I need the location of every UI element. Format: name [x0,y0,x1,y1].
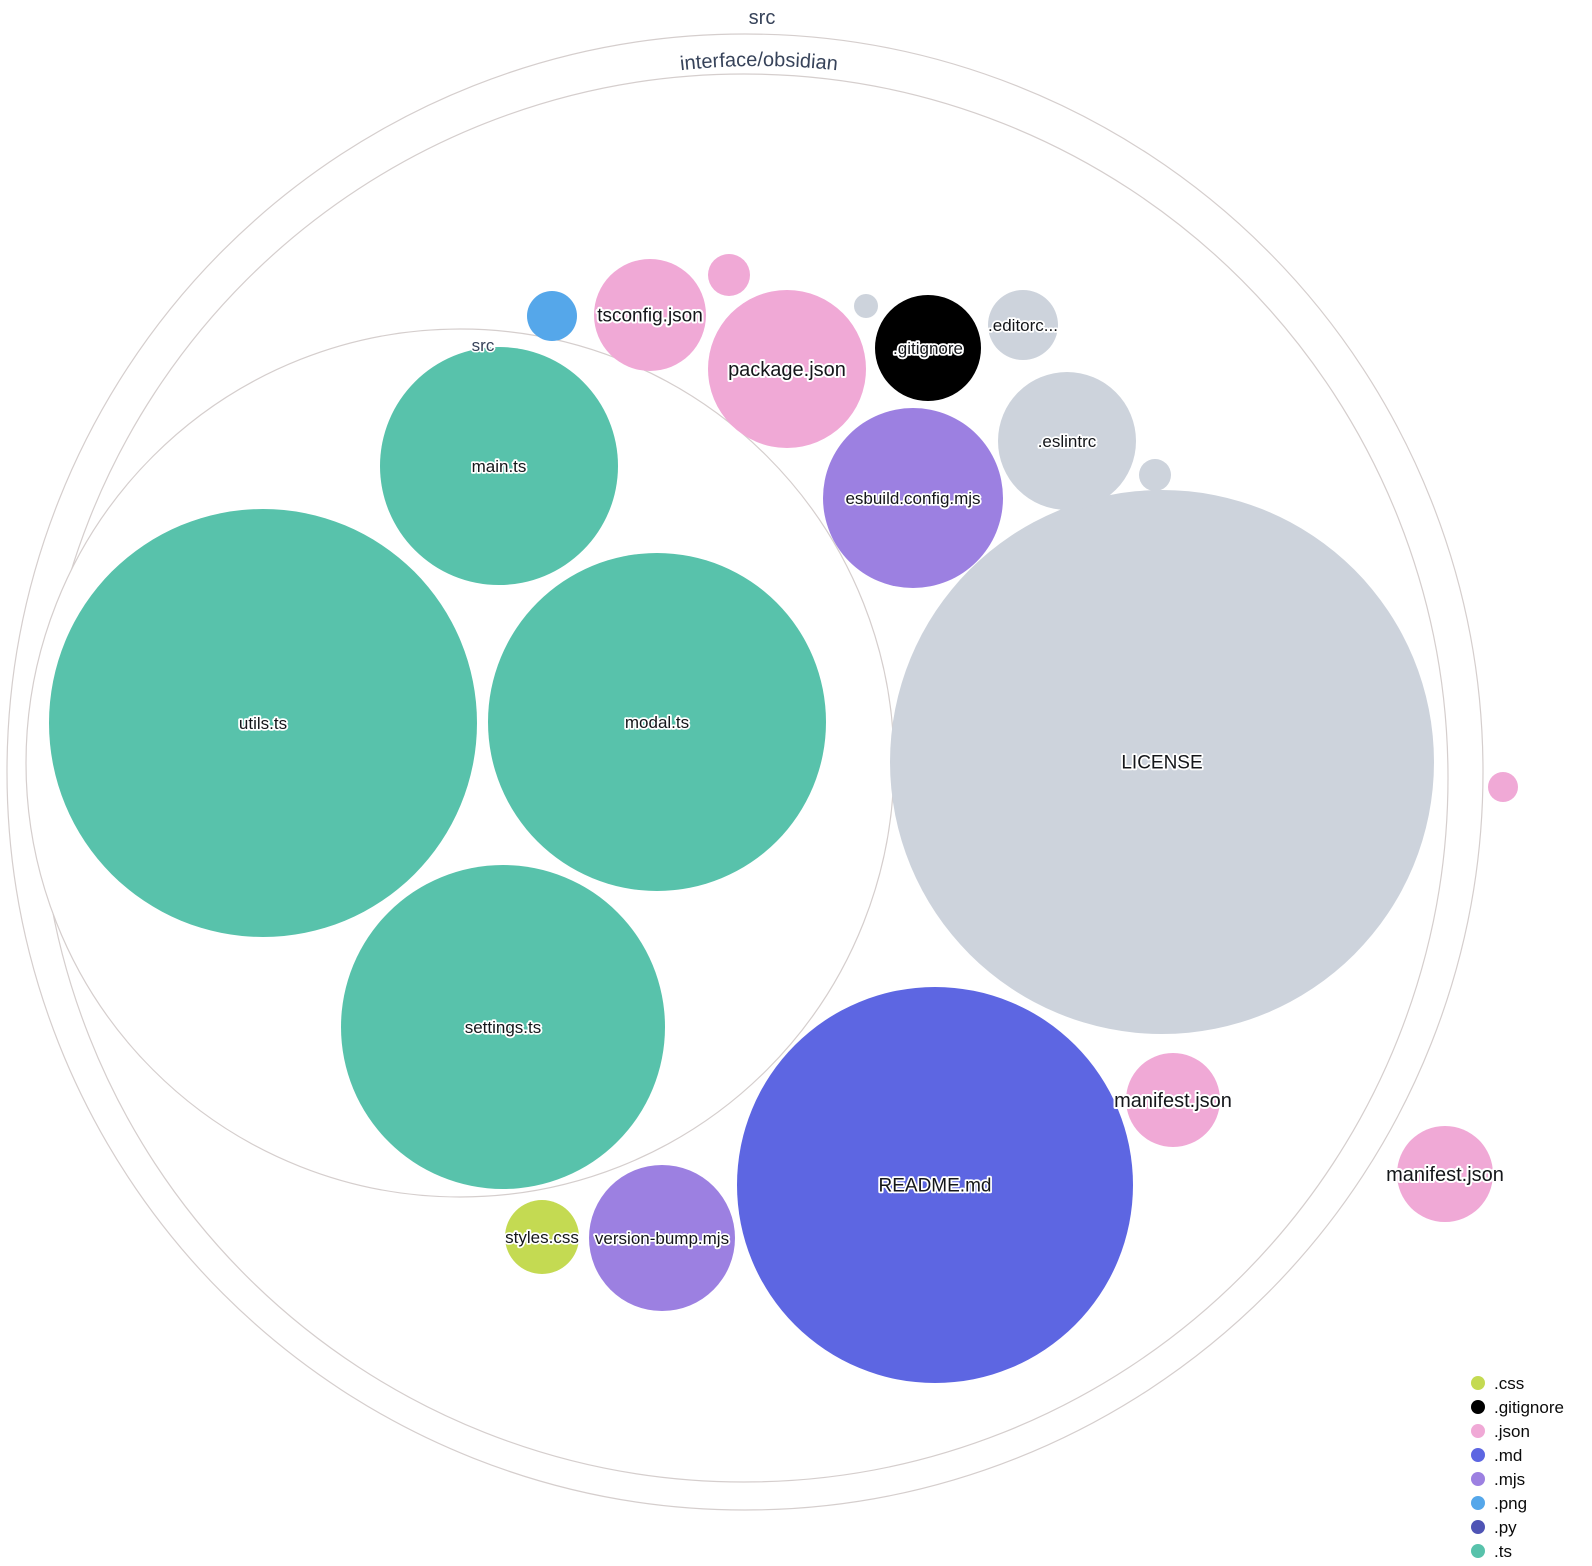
legend-dot-json [1471,1424,1485,1438]
file-circle-dot[interactable] [1139,459,1171,491]
file-circle-utils-ts[interactable] [49,509,477,937]
file-circle-editorc[interactable] [988,290,1058,360]
file-label-license: LICENSE [1121,753,1202,774]
file-label-esbuild-config-mjs: esbuild.config.mjs [845,489,980,508]
file-label-readme-md: README.md [879,1176,992,1197]
folder-label-src-outer: src [749,7,776,29]
legend-dot-css [1471,1376,1485,1390]
file-circle-modal-ts[interactable] [488,553,826,891]
file-circle-readme-md[interactable] [737,987,1133,1383]
legend-dot-gitignore [1471,1400,1485,1414]
file-label-manifest-json: manifest.json [1386,1164,1504,1186]
file-label-gitignore: .gitignore [893,339,963,358]
file-circle-package-json[interactable] [708,290,866,448]
file-circle-dot[interactable] [708,254,750,296]
file-circle-manifest-json[interactable] [1397,1126,1493,1222]
file-extension-legend: .css .gitignore .json .md .mjs .png .py .ts [1471,1374,1564,1561]
file-label-manifest-json: manifest.json [1114,1090,1232,1112]
file-circle-dot[interactable] [854,294,878,318]
file-circle-styles-css[interactable] [505,1200,579,1274]
file-label-eslintrc: .eslintrc [1038,432,1097,451]
file-label-utils-ts: utils.ts [239,714,287,733]
legend-dot-ts [1471,1544,1485,1558]
file-label-styles-css: styles.css [505,1228,579,1247]
file-label-version-bump-mjs: version-bump.mjs [595,1229,729,1248]
file-circle-main-ts[interactable] [380,347,618,585]
legend-label-css: .css [1494,1374,1524,1393]
folder-label-src-inner: src [472,336,495,355]
file-circle-esbuild-config-mjs[interactable] [823,408,1003,588]
file-labels-layer: main.ts utils.ts modal.ts settings.ts versio… [237,304,1506,1250]
file-circle-settings-ts[interactable] [341,865,665,1189]
file-label-package-json: package.json [728,359,846,381]
file-circle-manifest-json[interactable] [1126,1053,1220,1147]
file-circle-tsconfig-json[interactable] [594,259,706,371]
legend-label-py: .py [1494,1518,1517,1537]
file-circle-dot[interactable] [1488,772,1518,802]
file-label-main-ts: main.ts [472,457,527,476]
legend-dot-mjs [1471,1472,1485,1486]
legend-label-mjs: .mjs [1494,1470,1525,1489]
file-circle-gitignore[interactable] [875,295,981,401]
file-label-settings-ts: settings.ts [465,1018,542,1037]
legend-dot-py [1471,1520,1485,1534]
legend-dot-md [1471,1448,1485,1462]
legend-label-ts: .ts [1494,1542,1512,1561]
legend-label-gitignore: .gitignore [1494,1398,1564,1417]
file-circle-version-bump-mjs[interactable] [589,1165,735,1311]
legend-label-md: .md [1494,1446,1522,1465]
file-label-tsconfig-json: tsconfig.json [597,306,703,327]
file-circles-layer [49,254,1518,1383]
legend-label-png: .png [1494,1494,1527,1513]
folder-label-interface-obsidian: interface/obsidian [679,49,839,75]
file-label-modal-ts: modal.ts [625,713,689,732]
legend-label-json: .json [1494,1422,1530,1441]
file-label-editorc: .editorc... [988,316,1058,335]
file-circle-dot[interactable] [527,291,577,341]
legend-dot-png [1471,1496,1485,1510]
file-circle-eslintrc[interactable] [998,372,1136,510]
file-circle-license[interactable] [890,490,1434,1034]
